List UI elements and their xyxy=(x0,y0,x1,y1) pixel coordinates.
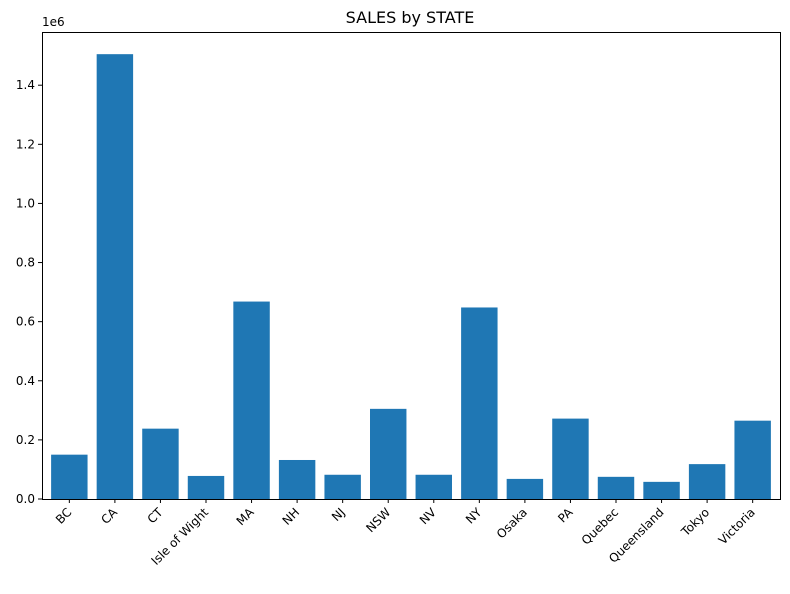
bar xyxy=(96,54,134,499)
plot-frame xyxy=(42,32,781,500)
bar xyxy=(734,420,771,499)
y-tick-label: 1.2 xyxy=(16,137,35,151)
y-tick-label: 1.0 xyxy=(16,196,35,210)
bar xyxy=(506,478,544,499)
y-tick-label: 0.4 xyxy=(16,374,35,388)
bar xyxy=(233,301,270,499)
bar xyxy=(278,459,316,499)
x-tick-label: NH xyxy=(280,505,303,528)
chart-title: SALES by STATE xyxy=(346,8,475,27)
bar xyxy=(415,474,452,499)
bar xyxy=(597,476,635,499)
x-tick-label: MA xyxy=(234,505,258,529)
x-tick-label: Quebec xyxy=(579,505,621,547)
bar xyxy=(643,481,680,499)
bar xyxy=(187,475,225,499)
x-tick-label: CA xyxy=(98,505,120,527)
bar xyxy=(142,428,179,499)
bar xyxy=(51,454,88,499)
y-tick-label: 1.4 xyxy=(16,78,35,92)
y-tick-label: 0.2 xyxy=(16,433,35,447)
bar xyxy=(370,408,407,499)
bar xyxy=(688,464,726,499)
y-axis: 0.0 0.2 0.4 0.6 0.8 1.0 1.2 1.4 xyxy=(16,78,42,506)
y-tick-label: 0.0 xyxy=(16,492,35,506)
x-tick-label: Tokyo xyxy=(678,505,712,539)
bar xyxy=(461,307,498,499)
x-tick-label: Victoria xyxy=(716,505,758,547)
x-tick-label: NY xyxy=(463,505,485,527)
bars-group xyxy=(51,54,771,499)
x-tick-label: PA xyxy=(555,505,576,526)
x-tick-label: NSW xyxy=(363,505,393,535)
y-tick-label: 0.6 xyxy=(16,315,35,329)
x-tick-label: BC xyxy=(53,505,75,527)
x-tick-label: NJ xyxy=(329,505,348,524)
y-offset-label: 1e6 xyxy=(42,15,65,29)
x-tick-label: Osaka xyxy=(494,505,530,541)
x-tick-label: NV xyxy=(417,505,440,528)
x-tick-label: CT xyxy=(145,505,166,526)
bar xyxy=(324,474,361,499)
y-tick-label: 0.8 xyxy=(16,256,35,270)
bar xyxy=(552,418,589,499)
